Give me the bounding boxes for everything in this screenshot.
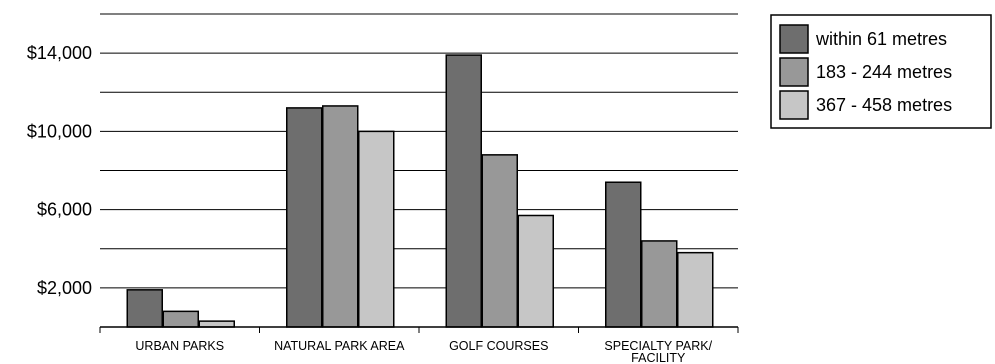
legend-label: within 61 metres	[815, 29, 947, 49]
bar	[445, 54, 482, 328]
bar	[286, 107, 323, 328]
legend-swatch	[779, 57, 809, 87]
category-label: URBAN PARKS	[135, 339, 224, 353]
bar	[322, 105, 359, 328]
gridlines	[100, 13, 738, 289]
category-label: FACILITY	[631, 351, 686, 364]
legend-swatch	[779, 24, 809, 54]
bar	[126, 289, 163, 328]
y-tick-label: $10,000	[27, 121, 92, 141]
bar	[481, 154, 518, 328]
category-labels: URBAN PARKS NATURAL PARK AREA GOLF COURSES…	[135, 339, 712, 364]
y-tick-label: $2,000	[37, 278, 92, 298]
bar	[198, 320, 235, 328]
category-label: SPECIALTY PARK/	[604, 339, 712, 353]
legend: within 61 metres 183 - 244 metres 367 - 45…	[770, 14, 992, 129]
bar	[162, 310, 199, 328]
legend-swatch	[779, 90, 809, 120]
category-label: NATURAL PARK AREA	[274, 339, 405, 353]
bars	[126, 54, 714, 328]
bar	[358, 130, 395, 328]
y-tick-labels: $2,000 $6,000 $10,000 $14,000	[27, 43, 92, 298]
x-axis	[99, 326, 739, 333]
bar	[677, 251, 714, 328]
legend-label: 183 - 244 metres	[816, 62, 952, 82]
bar	[517, 214, 554, 328]
legend-label: 367 - 458 metres	[816, 95, 952, 115]
y-tick-label: $14,000	[27, 43, 92, 63]
bar	[641, 240, 678, 328]
y-tick-label: $6,000	[37, 200, 92, 220]
bar	[605, 181, 642, 328]
category-label: GOLF COURSES	[449, 339, 548, 353]
